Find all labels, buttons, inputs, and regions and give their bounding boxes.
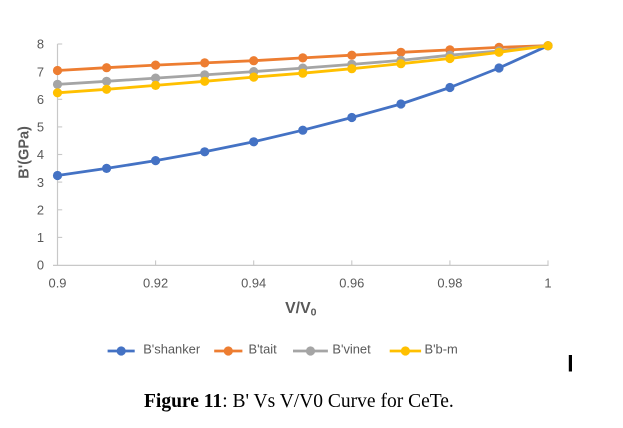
svg-text:8: 8 (37, 37, 44, 52)
svg-text:0.92: 0.92 (143, 276, 168, 291)
svg-text:0: 0 (37, 258, 44, 273)
svg-text:6: 6 (37, 92, 44, 107)
svg-text:0.94: 0.94 (241, 276, 266, 291)
svg-text:B'(GPa): B'(GPa) (17, 126, 33, 179)
svg-text:B'tait: B'tait (249, 341, 278, 356)
svg-text:Figure 11: B' Vs V/V0 Curve fo: Figure 11: B' Vs V/V0 Curve for CeTe. (144, 391, 454, 412)
svg-text:2: 2 (37, 202, 44, 217)
svg-text:5: 5 (37, 120, 44, 135)
svg-text:0.96: 0.96 (339, 276, 364, 291)
svg-text:3: 3 (37, 175, 44, 190)
svg-text:B'b-m: B'b-m (425, 341, 458, 356)
svg-text:0.9: 0.9 (49, 276, 67, 291)
svg-text:0.98: 0.98 (437, 276, 462, 291)
svg-text:B'vinet: B'vinet (332, 341, 371, 356)
svg-text:7: 7 (37, 64, 44, 79)
svg-text:B'shanker: B'shanker (143, 341, 201, 356)
svg-text:1: 1 (37, 230, 44, 245)
svg-text:4: 4 (37, 147, 44, 162)
svg-text:V/V0: V/V0 (285, 300, 316, 319)
svg-text:1: 1 (544, 276, 551, 291)
